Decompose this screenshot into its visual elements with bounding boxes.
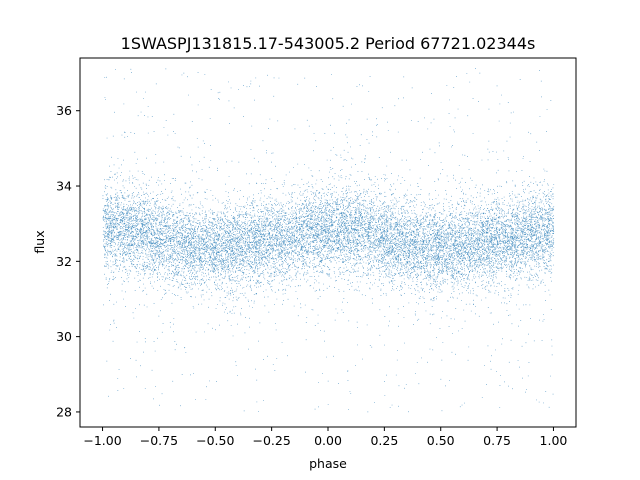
data-points [102,68,555,413]
y-tick-label: 36 [56,103,72,118]
x-axis-label: phase [309,456,347,471]
y-axis: 28 30 32 34 36 [56,103,80,419]
x-tick-label: −0.50 [196,433,234,448]
scatter-points [102,68,555,413]
x-tick-label: −0.25 [252,433,290,448]
y-axis-label: flux [32,230,47,253]
x-axis: −1.00 −0.75 −0.50 −0.25 0.00 0.25 0.50 0.75 1.00 [83,427,567,448]
y-tick-label: 28 [56,404,72,419]
chart-title: 1SWASPJ131815.17-543005.2 Period 67721.0… [121,34,536,53]
x-tick-label: −0.75 [140,433,178,448]
x-tick-label: 0.25 [370,433,398,448]
y-tick-label: 30 [56,329,72,344]
x-tick-label: 0.50 [427,433,455,448]
y-tick-label: 34 [56,179,72,194]
x-tick-label: −1.00 [83,433,121,448]
x-tick-label: 0.00 [314,433,342,448]
x-tick-label: 1.00 [540,433,568,448]
x-tick-label: 0.75 [483,433,511,448]
y-tick-label: 32 [56,254,72,269]
